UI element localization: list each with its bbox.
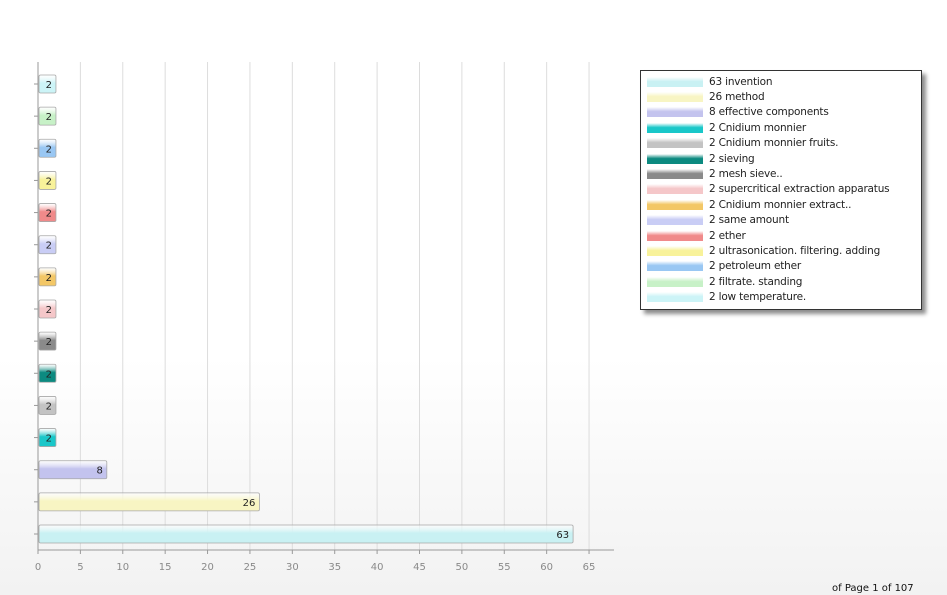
bar-value-label: 2 [46, 305, 52, 316]
bar-value-label: 2 [46, 434, 52, 445]
bar [38, 363, 57, 383]
legend-swatch [647, 230, 703, 241]
legend-label: 2 low temperature. [709, 291, 807, 304]
legend-swatch [647, 261, 703, 272]
bar-value-label: 2 [46, 337, 52, 348]
legend-item: 2 ultrasonication. filtering. adding [647, 243, 921, 258]
bar-value-label: 2 [46, 112, 52, 123]
legend-swatch [647, 153, 703, 164]
x-tick-label: 60 [540, 562, 553, 573]
legend-label: 2 Cnidium monnier fruits. [709, 137, 839, 150]
legend-swatch [647, 215, 703, 226]
bar-value-label: 2 [46, 369, 52, 380]
x-tick-label: 55 [498, 562, 511, 573]
axis-layer: 0 5 10 15 20 25 30 35 40 45 50 55 60 65 [34, 62, 614, 573]
legend-item: 2 ether [647, 228, 921, 243]
legend-label: 2 Cnidium monnier extract.. [709, 198, 852, 211]
bar-value-label: 2 [46, 209, 52, 220]
bar [38, 106, 57, 126]
x-tick-label: 65 [583, 562, 596, 573]
bar-value-label: 2 [46, 144, 52, 155]
legend-swatch [647, 138, 703, 149]
legend-item: 2 Cnidium monnier extract.. [647, 197, 921, 212]
bar [38, 460, 108, 480]
bar [38, 203, 57, 222]
bar-value-label: 2 [46, 241, 52, 252]
grid-layer [79, 62, 590, 550]
x-tick-label: 30 [286, 562, 299, 573]
legend-item: 2 petroleum ether [647, 259, 921, 274]
x-tick-label: 35 [328, 562, 341, 573]
legend-swatch [647, 245, 703, 256]
legend-item: 2 same amount [647, 213, 921, 228]
bar-value-label: 2 [46, 273, 52, 284]
legend-label: 8 effective components [709, 106, 829, 119]
x-tick-label: 50 [456, 562, 469, 573]
legend-item: 2 mesh sieve.. [647, 166, 921, 181]
legend-label: 2 same amount [709, 214, 789, 227]
legend-label: 2 ether [709, 229, 746, 242]
bar [38, 524, 574, 544]
bar [38, 428, 57, 447]
x-tick-label: 45 [413, 562, 426, 573]
legend-label: 2 filtrate. standing [709, 275, 803, 288]
bar [38, 299, 57, 319]
legend-item: 8 effective components [647, 105, 921, 120]
legend-swatch [647, 184, 703, 195]
legend-item: 63 invention [647, 74, 921, 89]
bar-value-label: 26 [243, 498, 256, 509]
legend-item: 2 Cnidium monnier [647, 120, 921, 135]
x-tick-label: 25 [244, 562, 257, 573]
legend-swatch [647, 276, 703, 287]
legend-item: 2 filtrate. standing [647, 274, 921, 289]
bar [38, 138, 57, 158]
legend-label: 2 mesh sieve.. [709, 168, 783, 181]
x-tick-label: 0 [35, 562, 41, 573]
x-tick-label: 40 [371, 562, 384, 573]
bar [38, 396, 57, 415]
legend-item: 26 method [647, 89, 921, 104]
legend-swatch [647, 199, 703, 210]
legend-swatch [647, 122, 703, 133]
legend-swatch [647, 76, 703, 87]
legend-swatch [647, 292, 703, 303]
legend-swatch [647, 169, 703, 180]
bar [38, 331, 57, 351]
page-indicator: of Page 1 of 107 [832, 583, 914, 594]
bar [38, 492, 260, 512]
legend-label: 2 petroleum ether [709, 260, 801, 273]
legend-label: 2 sieving [709, 152, 755, 165]
legend-label: 2 Cnidium monnier [709, 121, 806, 134]
legend-label: 2 ultrasonication. filtering. adding [709, 244, 881, 257]
bar [38, 171, 57, 190]
bar-value-label: 8 [96, 466, 102, 477]
legend-label: 2 supercritical extraction apparatus [709, 183, 890, 196]
legend: 63 invention 26 method 8 effective compone… [640, 70, 922, 310]
bars-layer: 63 26 8 2 2 2 2 2 2 2 2 2 2 2 2 [38, 74, 574, 544]
legend-swatch [647, 92, 703, 103]
x-tick-label: 10 [116, 562, 129, 573]
legend-item: 2 sieving [647, 151, 921, 166]
legend-label: 63 invention [709, 75, 773, 88]
bar-value-label: 2 [46, 401, 52, 412]
bar-value-label: 63 [556, 530, 569, 541]
bar-value-label: 2 [46, 176, 52, 187]
bar [38, 267, 57, 287]
bar [38, 235, 57, 255]
x-tick-label: 20 [201, 562, 214, 573]
bar [38, 74, 57, 94]
legend-item: 2 low temperature. [647, 289, 921, 304]
legend-swatch [647, 107, 703, 118]
bar-value-label: 2 [46, 80, 52, 91]
legend-label: 26 method [709, 91, 765, 104]
x-tick-label: 15 [159, 562, 172, 573]
legend-item: 2 supercritical extraction apparatus [647, 182, 921, 197]
x-tick-label: 5 [77, 562, 83, 573]
legend-item: 2 Cnidium monnier fruits. [647, 136, 921, 151]
